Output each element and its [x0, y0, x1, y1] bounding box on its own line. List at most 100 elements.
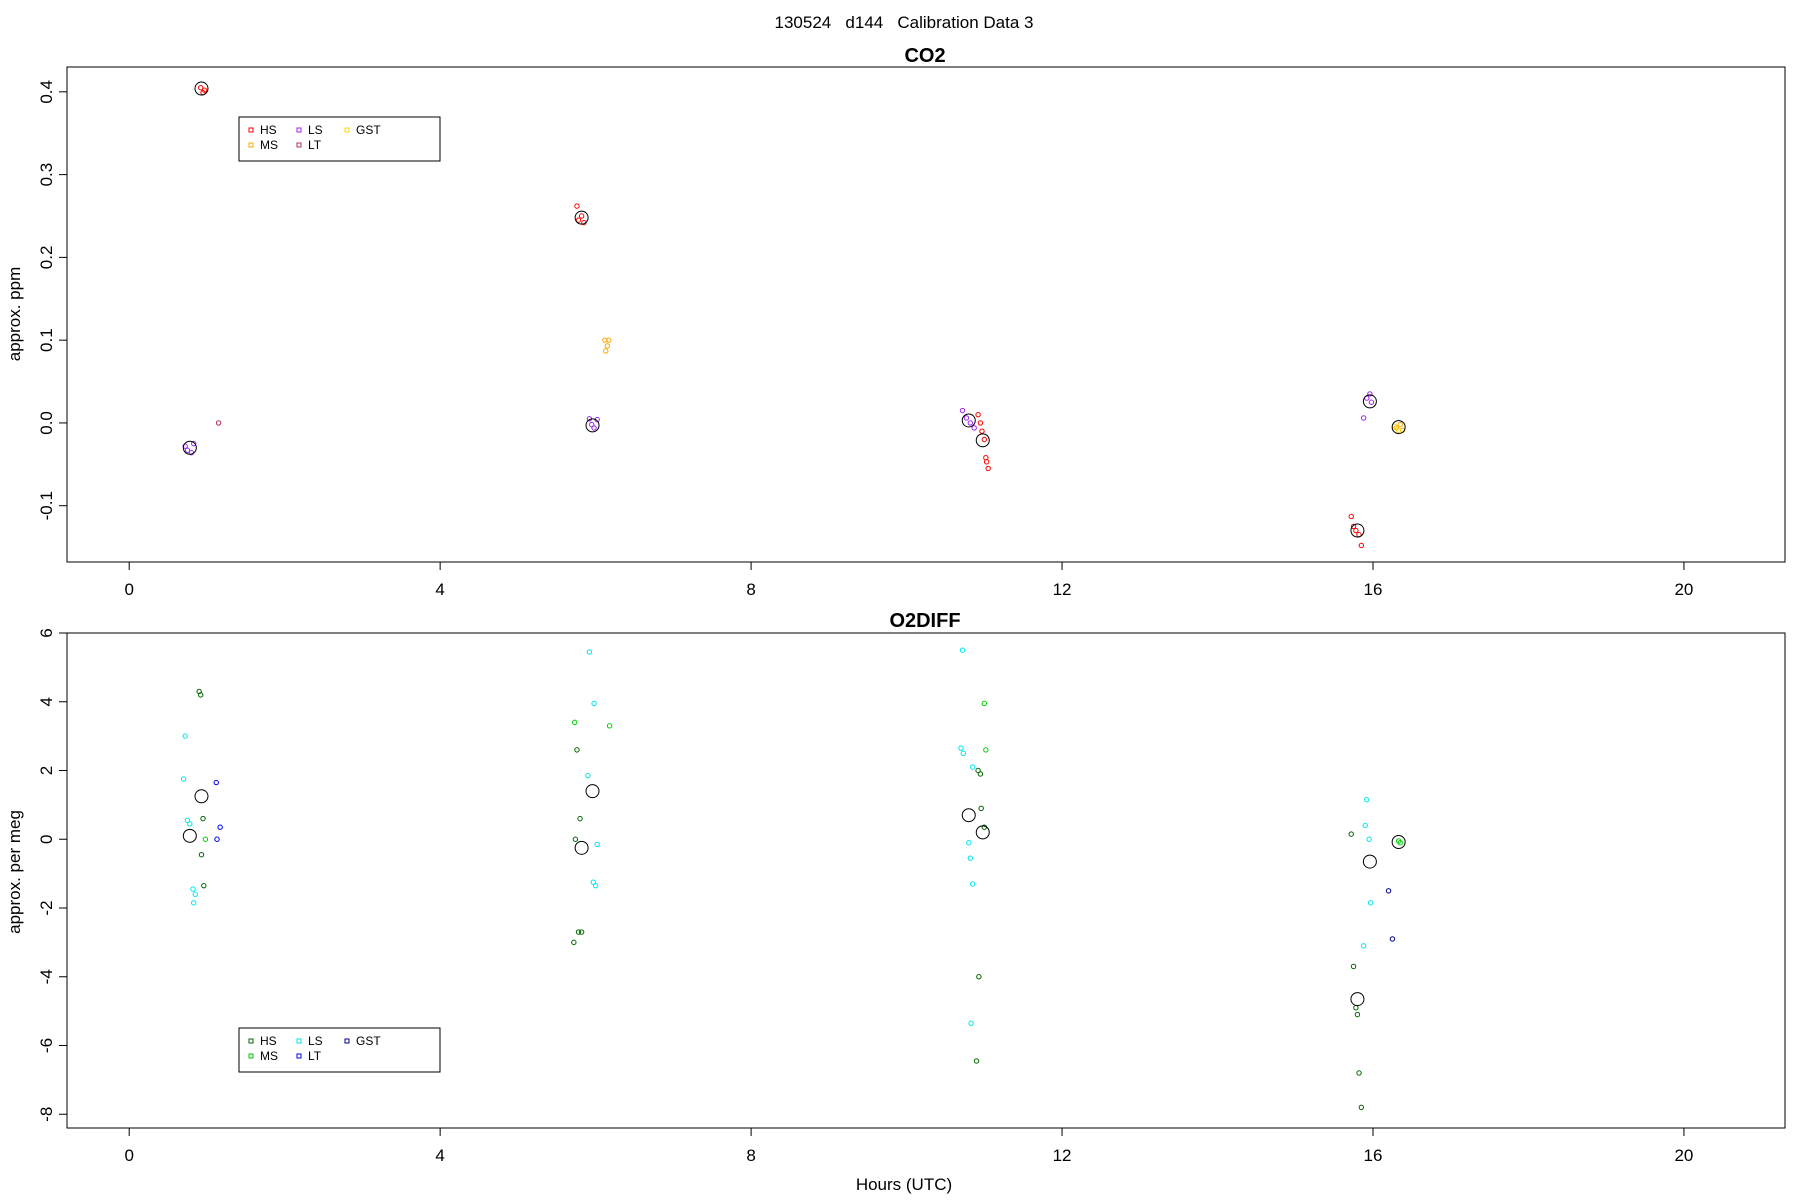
o2diff-point-ms: [981, 700, 988, 707]
x-axis-label: Hours (UTC): [856, 1175, 952, 1194]
co2-point-hs: [1358, 542, 1365, 549]
o2diff-y-axis-label: approx. per meg: [5, 810, 24, 934]
o2diff-point-ls: [1364, 797, 1370, 803]
co2-panel: CO2 approx. ppm 0 4 8 12 16 20 -0.1 0.0 0.1 0.2 0.…: [5, 45, 1786, 599]
o2diff-point-ls: [959, 647, 966, 653]
o2diff-point-hs: [1348, 831, 1354, 837]
o2diff-point-ls: [180, 776, 187, 782]
o2diff-legend-swatch-ms: [248, 1053, 254, 1059]
co2-point-ls: [967, 420, 974, 426]
co2-mean-circle: [574, 210, 589, 225]
co2-legend-swatch-ms: [248, 142, 254, 148]
co2-mean-circle: [961, 413, 976, 428]
o2diff-point-ls: [969, 881, 976, 887]
o2diff-point-ls: [190, 886, 196, 892]
co2-x-tick-label: 4: [435, 580, 444, 599]
o2diff-point-ms: [571, 719, 578, 726]
co2-point-hs: [1353, 527, 1359, 534]
co2-legend-label-lt: LT: [308, 138, 322, 152]
o2diff-legend-label-lt: LT: [308, 1049, 322, 1063]
co2-point-hs: [985, 465, 991, 472]
co2-marks: [182, 81, 1406, 549]
co2-legend-swatch-hs: [248, 127, 254, 133]
o2diff-x-tick-label: 4: [435, 1146, 444, 1165]
o2diff-plot-frame: [66, 632, 1786, 1129]
o2diff-point-lt: [214, 836, 220, 842]
co2-point-hs: [578, 213, 585, 219]
o2diff-point-hs: [572, 836, 579, 842]
co2-point-ls: [184, 447, 191, 453]
o2diff-point-ls: [1360, 943, 1367, 949]
o2diff-mean-circle: [961, 808, 976, 823]
o2diff-point-ls: [594, 841, 600, 848]
o2diff-point-ms: [202, 836, 209, 842]
o2diff-legend-swatch-hs: [248, 1038, 254, 1044]
o2diff-point-gst: [1385, 888, 1392, 894]
o2diff-point-ls: [592, 882, 599, 889]
co2-mean-circle: [585, 418, 600, 433]
o2diff-point-ms: [1397, 839, 1403, 846]
o2diff-mean-circle: [585, 784, 600, 799]
o2diff-marks: [180, 647, 1406, 1111]
co2-plot-frame: [66, 66, 1786, 563]
o2diff-point-hs: [198, 692, 204, 698]
o2diff-point-ls: [960, 750, 967, 757]
o2diff-point-hs: [200, 815, 206, 822]
co2-legend-label-gst: GST: [356, 123, 381, 137]
co2-point-ls: [191, 440, 197, 447]
o2diff-mean-circle: [1350, 992, 1365, 1007]
o2diff-point-lt: [217, 824, 223, 830]
o2diff-point-ls: [966, 839, 972, 846]
o2diff-panel: O2DIFF approx. per meg 0 4 8 12 16 20-8-6-4-2…: [5, 610, 1786, 1165]
co2-mean-circle: [194, 81, 209, 96]
co2-legend-label-ms: MS: [260, 138, 278, 152]
o2diff-point-ls: [591, 700, 597, 707]
co2-point-hs: [1348, 513, 1354, 520]
co2-point-hs: [983, 459, 990, 465]
o2diff-point-hs: [978, 805, 984, 812]
co2-mean-circle: [1391, 420, 1406, 435]
o2diff-mean-circle: [182, 828, 197, 843]
co2-y-axis-label: approx. ppm: [5, 267, 24, 362]
o2diff-y-tick-label: -2: [37, 900, 56, 915]
o2diff-legend-label-gst: GST: [356, 1034, 381, 1048]
co2-x-tick-label: 16: [1364, 580, 1383, 599]
co2-x-tick-label: 12: [1053, 580, 1072, 599]
co2-panel-title: CO2: [904, 45, 945, 67]
o2diff-y-tick-label: 0: [37, 835, 56, 844]
o2diff-point-ls: [182, 733, 188, 739]
co2-legend-box: [238, 116, 441, 162]
co2-y-tick-label: -0.1: [37, 491, 56, 520]
o2diff-y-tick-label: -8: [37, 1107, 56, 1122]
co2-mean-circle: [975, 433, 990, 448]
co2-point-ls: [959, 407, 966, 414]
o2diff-point-hs: [1353, 1004, 1359, 1011]
co2-legend-swatch-gst: [344, 127, 350, 133]
o2diff-point-hs: [1350, 963, 1357, 970]
o2diff-point-ls: [968, 1020, 974, 1026]
o2diff-point-ls: [1367, 900, 1374, 906]
o2diff-legend-label-ms: MS: [260, 1049, 278, 1063]
o2diff-point-hs: [577, 815, 583, 822]
co2-y-tick-label: 0.3: [37, 163, 56, 187]
o2diff-point-hs: [973, 1058, 980, 1064]
o2diff-mean-circle: [1391, 835, 1406, 849]
o2diff-mean-circle: [574, 840, 589, 855]
o2diff-x-tick-label: 16: [1364, 1146, 1383, 1165]
o2diff-axes: 0 4 8 12 16 20 -8 -6 -4 -2 0 2 4 6: [37, 628, 1693, 1165]
co2-point-hs: [975, 411, 981, 418]
o2diff-point-ls: [187, 821, 193, 827]
co2-point-ms: [606, 337, 612, 343]
co2-mean-circle: [182, 440, 197, 455]
o2diff-point-hs: [977, 771, 984, 777]
o2diff-mean-circle: [975, 825, 990, 840]
o2diff-y-tick-label: 2: [37, 766, 56, 775]
o2diff-point-hs: [575, 929, 582, 935]
co2-y-tick-label: 0.4: [37, 80, 56, 104]
figure-title: 130524 d144 Calibration Data 3: [775, 13, 1034, 32]
o2diff-point-ls: [958, 745, 964, 751]
co2-point-hs: [977, 420, 984, 426]
co2-y-tick-label: 0.0: [37, 411, 56, 435]
